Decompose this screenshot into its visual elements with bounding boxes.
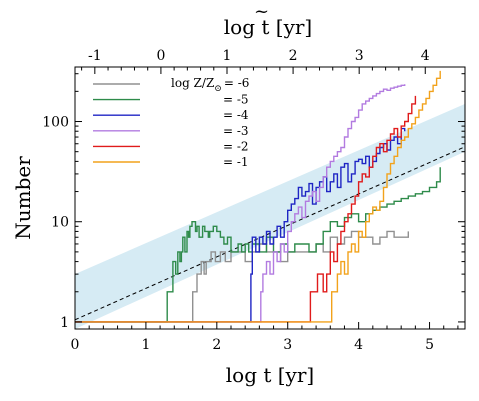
top-axis-title: log t [yr] ~ bbox=[224, 1, 312, 39]
legend: log Z/Z⊙ = -6 = -5= -4 = -3= -2 = -1 bbox=[93, 76, 249, 169]
x-tick-label: 5 bbox=[425, 337, 434, 353]
x-tick-label: 4 bbox=[354, 337, 363, 353]
series-line-4 bbox=[75, 95, 417, 323]
series-layer bbox=[75, 70, 441, 323]
y-tick-label: 100 bbox=[42, 115, 69, 131]
top-x-tick-label: -1 bbox=[88, 48, 102, 64]
plot-frame bbox=[74, 66, 466, 330]
svg-text:log t [yr]: log t [yr] bbox=[224, 15, 312, 39]
top-x-tick-label: 4 bbox=[421, 48, 430, 64]
x-tick-label: 1 bbox=[141, 337, 150, 353]
x-tick-label: 2 bbox=[212, 337, 221, 353]
x-tick-label: 0 bbox=[71, 337, 80, 353]
legend-label-5: = -1 bbox=[223, 155, 249, 169]
tilde-mark: ~ bbox=[254, 1, 269, 22]
top-x-tick-label: 2 bbox=[289, 48, 298, 64]
series-line-3 bbox=[75, 84, 406, 323]
legend-heading: log Z/Z⊙ = -6 bbox=[171, 76, 249, 94]
top-x-tick-label: 1 bbox=[223, 48, 232, 64]
legend-label-3: = -3 bbox=[223, 124, 249, 138]
series-line-5 bbox=[75, 70, 441, 323]
x-tick-label: 3 bbox=[283, 337, 292, 353]
y-tick-label: 1 bbox=[60, 315, 69, 331]
top-axis-var: t bbox=[261, 15, 269, 39]
y-axis-title: Number bbox=[11, 156, 35, 240]
top-x-tick-label: 3 bbox=[355, 48, 364, 64]
top-x-tick-label: 0 bbox=[156, 48, 165, 64]
x-axis-title: log t [yr] bbox=[226, 363, 314, 387]
y-tick-label: 10 bbox=[51, 215, 69, 231]
legend-heading-first-value: = -6 bbox=[224, 76, 250, 90]
sun-symbol: ⊙ bbox=[214, 84, 222, 94]
legend-label-1: = -5 bbox=[223, 93, 249, 107]
legend-label-2: = -4 bbox=[223, 108, 249, 122]
legend-label-4: = -2 bbox=[223, 139, 249, 153]
